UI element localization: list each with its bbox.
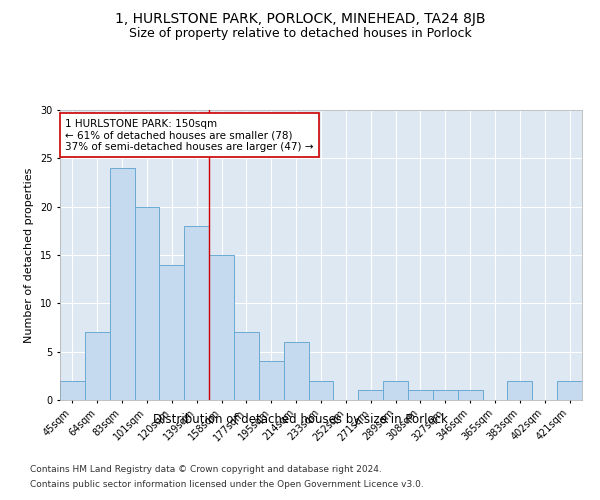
Bar: [110, 168, 134, 400]
Bar: [458, 390, 482, 400]
Bar: [284, 342, 308, 400]
Bar: [408, 390, 433, 400]
Text: Contains HM Land Registry data © Crown copyright and database right 2024.: Contains HM Land Registry data © Crown c…: [30, 465, 382, 474]
Bar: [85, 332, 110, 400]
Text: 1 HURLSTONE PARK: 150sqm
← 61% of detached houses are smaller (78)
37% of semi-d: 1 HURLSTONE PARK: 150sqm ← 61% of detach…: [65, 118, 314, 152]
Text: Contains public sector information licensed under the Open Government Licence v3: Contains public sector information licen…: [30, 480, 424, 489]
Bar: [308, 380, 334, 400]
Bar: [209, 255, 234, 400]
Bar: [184, 226, 209, 400]
Bar: [259, 362, 284, 400]
Bar: [383, 380, 408, 400]
Y-axis label: Number of detached properties: Number of detached properties: [25, 168, 34, 342]
Bar: [508, 380, 532, 400]
Bar: [60, 380, 85, 400]
Bar: [433, 390, 458, 400]
Bar: [358, 390, 383, 400]
Bar: [134, 206, 160, 400]
Text: Size of property relative to detached houses in Porlock: Size of property relative to detached ho…: [128, 28, 472, 40]
Bar: [557, 380, 582, 400]
Text: 1, HURLSTONE PARK, PORLOCK, MINEHEAD, TA24 8JB: 1, HURLSTONE PARK, PORLOCK, MINEHEAD, TA…: [115, 12, 485, 26]
Bar: [234, 332, 259, 400]
Bar: [160, 264, 184, 400]
Text: Distribution of detached houses by size in Porlock: Distribution of detached houses by size …: [152, 412, 448, 426]
